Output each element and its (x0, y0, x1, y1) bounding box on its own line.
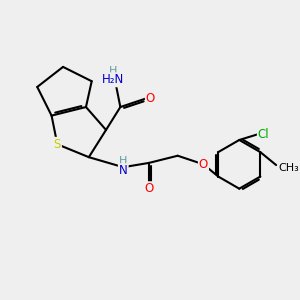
Text: O: O (144, 182, 154, 195)
Text: H: H (119, 157, 128, 166)
Text: H₂N: H₂N (102, 73, 124, 86)
Text: H: H (109, 66, 117, 76)
Text: S: S (54, 138, 61, 151)
Text: N: N (119, 164, 128, 177)
Text: O: O (146, 92, 155, 105)
Text: CH₃: CH₃ (278, 163, 299, 173)
Text: Cl: Cl (258, 128, 269, 141)
Text: O: O (199, 158, 208, 171)
